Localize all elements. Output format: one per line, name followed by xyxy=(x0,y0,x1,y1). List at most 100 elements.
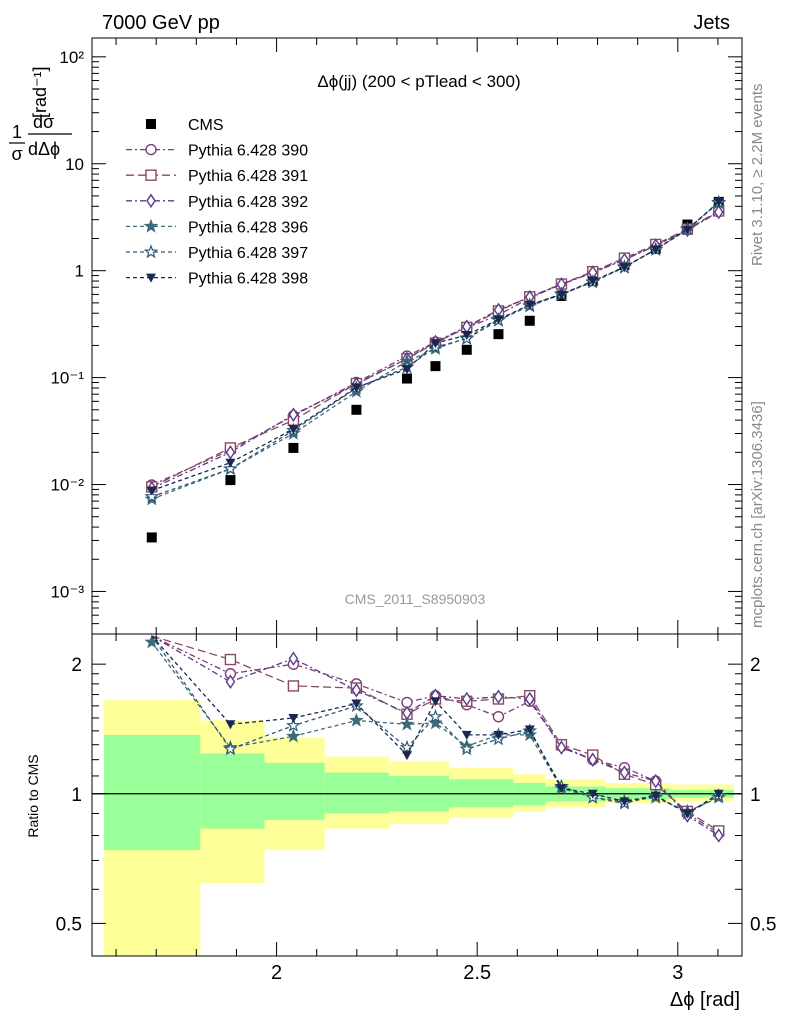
ratio-data-point xyxy=(493,689,504,705)
ratio-data-point xyxy=(401,751,412,761)
legend-item: CMS xyxy=(146,117,224,134)
ratio-data-point xyxy=(461,730,472,740)
ratio-data-point xyxy=(349,712,364,727)
ratio-data-point xyxy=(428,708,443,724)
ratio-axes: 0.5 0.5 1 1 2 2 2 2.5 3 xyxy=(56,634,776,984)
legend-item: Pythia 6.428 397 xyxy=(126,244,308,262)
ratio-data-point xyxy=(461,691,472,707)
ratio-series-pythia-392 xyxy=(151,635,724,843)
legend-marker xyxy=(145,143,157,156)
ratio-data-point xyxy=(351,699,362,709)
y-tick-label: 1 xyxy=(75,262,84,281)
ratio-y-axis-label: Ratio to CMS xyxy=(25,754,41,837)
ratio-data-point xyxy=(288,651,299,666)
x-tick-label: 2.5 xyxy=(463,962,491,984)
data-point xyxy=(223,461,238,476)
inner-uncertainty-band xyxy=(200,753,265,829)
data-point xyxy=(461,344,472,355)
ratio-data-point xyxy=(351,682,362,698)
ratio-y-tick-label: 0.5 xyxy=(56,914,82,935)
inner-uncertainty-band xyxy=(264,762,325,820)
ratio-data-point xyxy=(224,653,237,666)
header-process-label: Jets xyxy=(693,12,730,34)
y-tick-label: 10 xyxy=(65,155,84,174)
header-energy-label: 7000 GeV pp xyxy=(102,12,220,34)
ratio-data-point xyxy=(430,697,441,707)
ratio-data-point xyxy=(459,741,475,756)
data-point xyxy=(430,361,441,372)
source-label: mcplots.cern.ch [arXiv:1306.3436] xyxy=(749,401,766,628)
data-point xyxy=(524,315,535,326)
rivet-version-label: Rivet 3.1.10, ≥ 2.2M events xyxy=(749,84,766,267)
ratio-data-point xyxy=(682,809,693,819)
ratio-data-point xyxy=(399,739,415,754)
ratio-data-point xyxy=(619,765,630,780)
legend-marker xyxy=(145,169,157,181)
data-point xyxy=(713,204,724,220)
legend-marker xyxy=(143,244,159,259)
ratio-y-tick-label-right: 2 xyxy=(750,655,761,676)
legend-item: Pythia 6.428 396 xyxy=(126,218,308,236)
legend: CMS Pythia 6.428 390 Pythia 6.428 391 Pythi… xyxy=(126,117,308,288)
ratio-data-point xyxy=(287,680,300,692)
ratio-data-point xyxy=(650,791,661,801)
data-point xyxy=(682,225,693,235)
ratio-series-pythia-398 xyxy=(151,635,724,819)
data-point xyxy=(619,263,630,273)
data-point xyxy=(556,290,567,300)
ratio-data-point xyxy=(493,730,504,740)
legend-label: Pythia 6.428 392 xyxy=(188,194,308,211)
legend-label: Pythia 6.428 398 xyxy=(188,271,308,288)
data-point xyxy=(524,300,535,310)
ratio-data-point xyxy=(225,674,236,690)
inner-uncertainty-band xyxy=(104,734,201,851)
ratio-data-point xyxy=(713,789,724,799)
data-point xyxy=(225,458,236,468)
data-point xyxy=(493,329,504,340)
legend-label: CMS xyxy=(188,117,224,134)
ratio-data-point xyxy=(524,691,535,707)
y-tick-label: 10² xyxy=(59,48,84,67)
legend-label: Pythia 6.428 396 xyxy=(188,219,308,236)
ratio-plot-frame xyxy=(91,633,743,957)
legend-marker xyxy=(146,193,156,209)
legend-marker xyxy=(146,119,156,129)
data-point xyxy=(401,365,412,375)
ratio-data-point xyxy=(286,717,301,732)
legend-item: Pythia 6.428 390 xyxy=(126,143,308,160)
data-point xyxy=(713,197,724,207)
series-line xyxy=(151,211,720,489)
ratio-data-point xyxy=(587,789,598,799)
ratio-y-tick-label: 1 xyxy=(71,785,82,806)
legend-item: Pythia 6.428 391 xyxy=(126,168,308,185)
legend-label: Pythia 6.428 390 xyxy=(188,143,308,160)
y-tick-label: 10⁻¹ xyxy=(50,369,84,388)
legend-label: Pythia 6.428 397 xyxy=(188,245,308,262)
data-point xyxy=(146,486,157,496)
data-point xyxy=(225,475,236,486)
y-label-ddphi: dΔϕ xyxy=(28,139,60,159)
legend-item: Pythia 6.428 392 xyxy=(126,193,308,211)
ratio-data-point xyxy=(492,711,505,723)
series-pythia-398 xyxy=(146,197,724,496)
y-label-dsigma: dσ xyxy=(33,112,54,132)
plot-title: Δϕ(jj) (200 < pTlead < 300) xyxy=(317,72,520,91)
ratio-series-layer xyxy=(144,634,727,843)
main-y-axis-label: 1 σ dσ dΔϕ [rad⁻¹] xyxy=(9,66,72,164)
ratio-data-point xyxy=(587,752,598,767)
ratio-y-tick-label-right: 0.5 xyxy=(750,914,776,935)
ratio-data-point xyxy=(556,784,567,794)
data-point xyxy=(650,245,661,255)
y-label-one: 1 xyxy=(12,122,22,142)
series-line xyxy=(151,201,720,498)
ratio-data-point xyxy=(556,740,567,755)
ratio-data-point xyxy=(399,716,415,731)
x-tick-label: 3 xyxy=(672,962,683,984)
ratio-uncertainty-bands xyxy=(104,700,734,956)
data-point xyxy=(401,373,412,384)
main-axes: 10⁻³ 10⁻² 10⁻¹ 1 10 10² xyxy=(50,38,742,635)
data-point xyxy=(493,315,504,325)
ratio-data-point xyxy=(225,720,236,730)
ratio-data-point xyxy=(619,797,630,807)
x-axis-label: Δϕ [rad] xyxy=(670,989,740,1011)
